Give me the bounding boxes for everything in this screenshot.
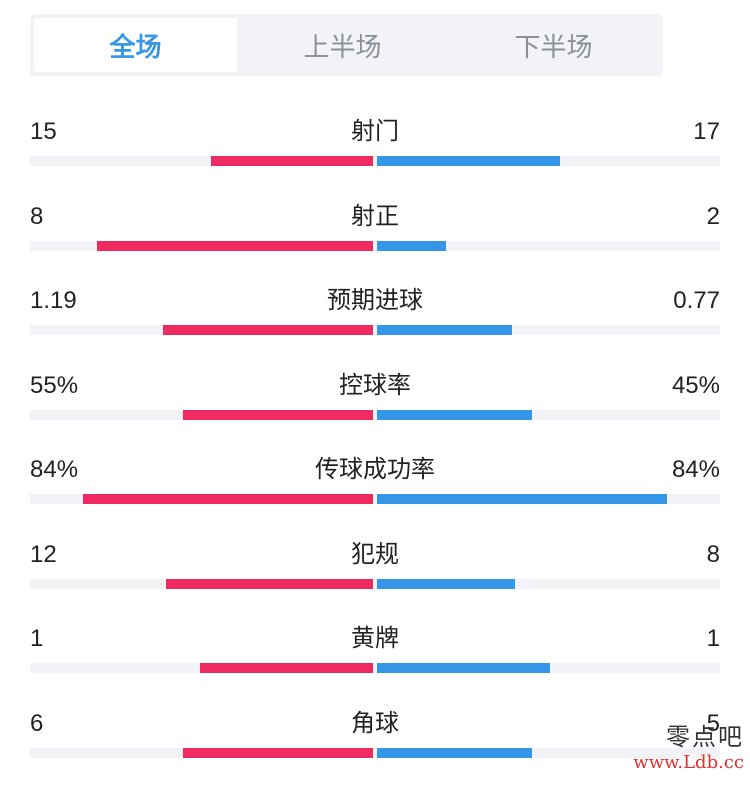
stat-row: 1 黄牌 1 xyxy=(0,625,750,709)
home-bar xyxy=(83,494,373,504)
home-bar xyxy=(166,578,373,589)
away-value: 84% xyxy=(671,456,720,483)
stat-label: 预期进球 xyxy=(327,287,423,314)
home-bar xyxy=(97,240,373,251)
home-bar xyxy=(183,747,373,758)
watermark-logo: 零点吧 www.Ldb.cc xyxy=(633,717,744,773)
stat-label: 控球率 xyxy=(339,371,411,399)
away-value: 8 xyxy=(706,540,720,568)
away-bar xyxy=(377,747,532,758)
stat-track xyxy=(30,747,720,758)
home-value: 8 xyxy=(30,202,44,230)
stat-track xyxy=(30,663,720,673)
away-bar xyxy=(377,663,550,673)
stat-track xyxy=(30,156,720,166)
away-value: 1 xyxy=(706,625,720,652)
stat-label: 射正 xyxy=(351,202,399,230)
away-bar xyxy=(377,409,532,420)
tab-first-half[interactable]: 上半场 xyxy=(303,31,382,62)
away-value: 17 xyxy=(693,118,720,145)
home-value: 1.19 xyxy=(30,287,77,314)
stat-track xyxy=(30,325,720,335)
home-bar xyxy=(211,156,373,166)
away-bar xyxy=(377,494,667,504)
away-bar xyxy=(377,240,446,251)
stat-label: 传球成功率 xyxy=(315,456,435,483)
stat-label: 射门 xyxy=(351,118,399,145)
tab-full-match[interactable]: 全场 xyxy=(34,18,237,72)
stat-track xyxy=(30,409,720,420)
away-value: 45% xyxy=(671,371,720,399)
stat-track xyxy=(30,494,720,504)
home-value: 55% xyxy=(30,371,79,399)
away-value: 0.77 xyxy=(673,287,720,314)
away-value: 5 xyxy=(706,709,720,737)
home-value: 6 xyxy=(30,709,44,737)
stat-row: 1.19 预期进球 0.77 xyxy=(0,287,750,371)
stat-row: 55% 控球率 45% xyxy=(0,372,750,456)
watermark-url: www.Ldb.cc xyxy=(633,752,744,773)
stat-track xyxy=(30,578,720,589)
home-bar xyxy=(183,409,373,420)
home-bar xyxy=(163,325,373,335)
home-value: 15 xyxy=(30,118,57,145)
away-value: 2 xyxy=(706,202,720,230)
stat-row: 12 犯规 8 xyxy=(0,541,750,625)
tab-second-half[interactable]: 下半场 xyxy=(514,31,593,62)
home-value: 84% xyxy=(30,456,79,483)
away-bar xyxy=(377,325,512,335)
away-bar xyxy=(377,156,560,166)
away-bar xyxy=(377,578,515,589)
stat-track xyxy=(30,240,720,251)
watermark-name: 零点吧 xyxy=(666,723,744,751)
home-value: 12 xyxy=(30,540,57,568)
stat-row: 8 射正 2 xyxy=(0,203,750,287)
stat-row: 84% 传球成功率 84% xyxy=(0,456,750,540)
stat-row: 15 射门 17 xyxy=(0,118,750,202)
stat-label: 犯规 xyxy=(351,540,399,568)
stat-label: 黄牌 xyxy=(351,625,399,652)
home-value: 1 xyxy=(30,625,44,652)
home-bar xyxy=(200,663,373,673)
period-tabs: 全场 上半场 下半场 xyxy=(30,14,663,76)
